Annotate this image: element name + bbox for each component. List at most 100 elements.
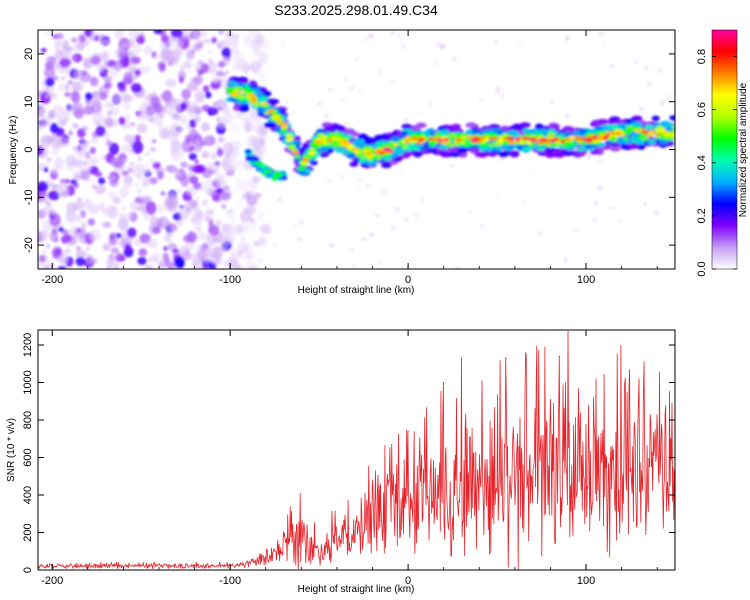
ridge-blob xyxy=(644,124,654,130)
noise-blob xyxy=(40,48,47,53)
noise-blob xyxy=(254,122,260,129)
noise-blob xyxy=(137,156,143,162)
snr-x-tick-label: 0 xyxy=(405,575,411,587)
noise-blob xyxy=(204,215,210,222)
noise-blob xyxy=(64,178,70,184)
noise-blob xyxy=(258,225,265,231)
ridge-blob xyxy=(585,144,593,150)
noise-blob xyxy=(126,212,133,220)
noise-speck xyxy=(327,179,333,182)
noise-blob xyxy=(190,252,199,261)
noise-blob xyxy=(48,190,60,201)
ridge-blob xyxy=(479,146,487,152)
ridge-blob xyxy=(465,129,474,135)
noise-blob xyxy=(118,116,126,126)
noise-blob xyxy=(83,60,91,69)
noise-blob xyxy=(65,106,73,112)
snr-y-tick-label: 200 xyxy=(22,523,34,541)
ridge-blob xyxy=(519,122,531,128)
noise-blob xyxy=(196,92,206,103)
noise-blob xyxy=(64,248,71,254)
ridge-blob xyxy=(400,131,408,137)
noise-blob xyxy=(205,91,212,99)
spectrogram-y-axis-title: Frequency (Hz) xyxy=(8,116,19,185)
noise-blob xyxy=(52,76,59,81)
ridge-blob xyxy=(576,146,586,152)
noise-blob xyxy=(68,130,73,136)
noise-blob xyxy=(91,184,96,189)
noise-blob xyxy=(217,79,222,83)
noise-blob xyxy=(152,116,163,127)
noise-blob xyxy=(159,127,170,139)
noise-blob xyxy=(204,38,211,44)
noise-blob xyxy=(54,157,64,169)
ridge-blob xyxy=(592,121,602,127)
noise-blob xyxy=(53,237,59,243)
noise-blob xyxy=(101,52,108,60)
noise-speck xyxy=(391,226,396,231)
ridge-blob xyxy=(264,122,276,128)
ridge-blob xyxy=(363,136,375,143)
noise-speck xyxy=(618,219,623,223)
noise-blob xyxy=(129,201,138,211)
ridge-hotspot xyxy=(382,147,391,152)
ridge-blob xyxy=(647,139,657,145)
noise-blob xyxy=(124,134,136,143)
noise-blob xyxy=(74,107,85,119)
noise-blob xyxy=(131,56,141,65)
noise-blob xyxy=(158,190,165,196)
noise-blob xyxy=(89,147,96,155)
noise-speck xyxy=(355,57,359,61)
noise-blob xyxy=(61,229,69,236)
ridge-blob xyxy=(663,133,672,137)
noise-blob xyxy=(130,83,142,93)
snr-x-axis-title: Height of straight line (km) xyxy=(298,584,415,595)
noise-blob xyxy=(109,142,120,155)
noise-blob xyxy=(207,49,213,54)
noise-blob xyxy=(100,39,106,45)
colorbar-title: Normalized spectral amplitude xyxy=(738,82,749,217)
ridge-blob xyxy=(477,152,489,158)
noise-blob xyxy=(181,139,192,153)
ridge-blob xyxy=(661,136,671,141)
noise-blob xyxy=(44,66,56,79)
noise-blob xyxy=(211,247,223,259)
noise-speck xyxy=(660,100,665,106)
noise-blob xyxy=(88,156,100,165)
snr-peak-point xyxy=(567,331,569,333)
noise-blob xyxy=(253,241,260,246)
noise-speck xyxy=(643,202,647,207)
ridge-blob xyxy=(546,129,556,134)
spectrogram-y-tick-label: 0 xyxy=(23,146,35,152)
noise-speck xyxy=(418,111,422,115)
noise-blob xyxy=(39,190,48,199)
ridge-hotspot xyxy=(602,135,609,140)
noise-blob xyxy=(93,34,100,42)
ridge-hotspot xyxy=(443,137,450,142)
noise-blob xyxy=(85,92,93,101)
noise-blob xyxy=(218,135,226,144)
noise-speck xyxy=(597,185,603,191)
noise-blob xyxy=(134,134,141,142)
noise-blob xyxy=(49,86,55,92)
ridge-blob xyxy=(659,139,667,145)
noise-blob xyxy=(220,190,232,201)
noise-blob xyxy=(173,49,182,59)
noise-blob xyxy=(113,160,124,169)
snr-x-tick-label: -200 xyxy=(41,575,63,587)
noise-blob xyxy=(123,176,134,183)
ridge-blob xyxy=(259,96,269,102)
noise-blob xyxy=(42,206,54,216)
noise-blob xyxy=(119,186,129,198)
noise-speck xyxy=(564,257,568,262)
noise-speck xyxy=(363,37,368,42)
noise-blob xyxy=(174,256,185,269)
noise-blob xyxy=(109,178,119,187)
noise-blob xyxy=(45,243,50,249)
noise-blob xyxy=(151,139,157,144)
ridge-blob xyxy=(285,138,294,142)
ridge-blob xyxy=(546,132,556,137)
ridge-blob xyxy=(441,141,449,145)
ridge-blob xyxy=(465,122,477,128)
